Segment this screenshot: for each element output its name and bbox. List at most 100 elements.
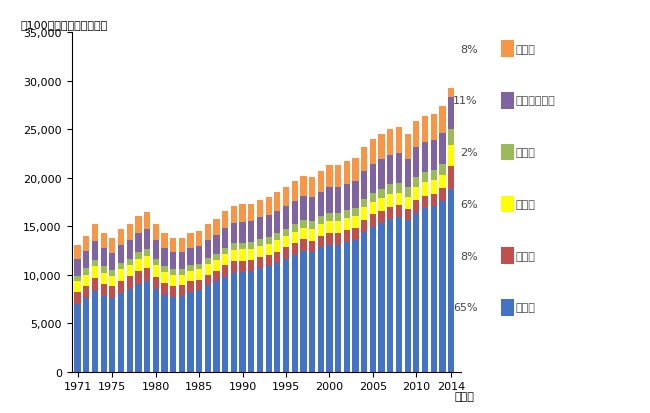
Bar xyxy=(413,122,419,148)
Bar xyxy=(439,189,445,202)
Bar xyxy=(413,201,419,213)
Bar xyxy=(344,162,350,184)
Bar xyxy=(274,193,281,211)
Bar xyxy=(213,261,220,271)
Bar xyxy=(118,293,124,372)
Bar xyxy=(266,266,272,372)
Bar xyxy=(274,263,281,372)
Bar xyxy=(370,194,376,202)
Bar xyxy=(404,135,411,159)
Bar xyxy=(248,204,254,221)
Bar xyxy=(396,218,402,372)
Bar xyxy=(118,245,124,263)
Bar xyxy=(396,154,402,183)
Bar xyxy=(274,241,281,252)
Bar xyxy=(361,199,367,208)
Bar xyxy=(213,271,220,282)
Bar xyxy=(144,230,150,249)
Bar xyxy=(135,260,142,271)
Bar xyxy=(274,211,281,234)
Bar xyxy=(161,249,168,266)
Bar xyxy=(387,129,393,155)
Bar xyxy=(205,275,211,285)
Bar xyxy=(205,258,211,264)
Bar xyxy=(300,197,307,221)
Bar xyxy=(153,225,159,240)
Bar xyxy=(370,140,376,165)
Bar xyxy=(179,253,185,269)
Bar xyxy=(335,166,341,188)
Text: その他: その他 xyxy=(515,45,536,55)
Bar xyxy=(335,222,341,233)
Bar xyxy=(205,225,211,240)
Bar xyxy=(135,271,142,285)
Bar xyxy=(335,214,341,222)
Bar xyxy=(196,247,202,264)
Bar xyxy=(101,284,107,296)
Bar xyxy=(292,225,298,233)
Text: 8%: 8% xyxy=(460,45,478,55)
Bar xyxy=(92,292,98,372)
Bar xyxy=(222,248,228,255)
Bar xyxy=(83,236,90,252)
Bar xyxy=(248,260,254,271)
Bar xyxy=(118,281,124,293)
Bar xyxy=(404,159,411,188)
Bar xyxy=(344,242,350,372)
Bar xyxy=(170,275,176,286)
Bar xyxy=(170,286,176,297)
Bar xyxy=(352,216,359,228)
Bar xyxy=(292,201,298,225)
Bar xyxy=(430,170,437,181)
Bar xyxy=(283,230,289,237)
Bar xyxy=(83,252,90,269)
Bar xyxy=(161,295,168,372)
Bar xyxy=(161,284,168,295)
Bar xyxy=(118,230,124,245)
Bar xyxy=(118,263,124,270)
Bar xyxy=(127,266,133,277)
Bar xyxy=(396,193,402,206)
Bar xyxy=(404,188,411,197)
Bar xyxy=(109,270,116,276)
Bar xyxy=(153,259,159,266)
Bar xyxy=(257,246,263,257)
Bar xyxy=(326,166,333,188)
Bar xyxy=(109,253,116,270)
Bar xyxy=(83,286,90,298)
Bar xyxy=(161,273,168,284)
Bar xyxy=(187,266,194,271)
Bar xyxy=(326,233,333,245)
Bar xyxy=(413,178,419,188)
Bar xyxy=(300,221,307,228)
Bar xyxy=(75,276,81,282)
Bar xyxy=(92,225,98,241)
Bar xyxy=(109,287,116,298)
Bar xyxy=(404,197,411,209)
Bar xyxy=(144,282,150,372)
Bar xyxy=(439,164,445,176)
Bar xyxy=(430,194,437,206)
Bar xyxy=(231,206,237,223)
Bar xyxy=(404,221,411,372)
Bar xyxy=(205,285,211,372)
Bar xyxy=(361,171,367,199)
Bar xyxy=(179,285,185,296)
Bar xyxy=(283,188,289,207)
Bar xyxy=(292,233,298,244)
Bar xyxy=(231,250,237,261)
Bar xyxy=(75,292,81,304)
Bar xyxy=(196,232,202,247)
Bar xyxy=(413,213,419,372)
Text: 2%: 2% xyxy=(460,148,478,158)
Bar xyxy=(222,228,228,248)
Text: 65%: 65% xyxy=(453,303,478,313)
Bar xyxy=(196,280,202,290)
Bar xyxy=(378,135,385,160)
Bar xyxy=(283,259,289,372)
Bar xyxy=(430,206,437,372)
Bar xyxy=(153,266,159,277)
Bar xyxy=(213,282,220,372)
Bar xyxy=(205,240,211,258)
Bar xyxy=(135,253,142,260)
